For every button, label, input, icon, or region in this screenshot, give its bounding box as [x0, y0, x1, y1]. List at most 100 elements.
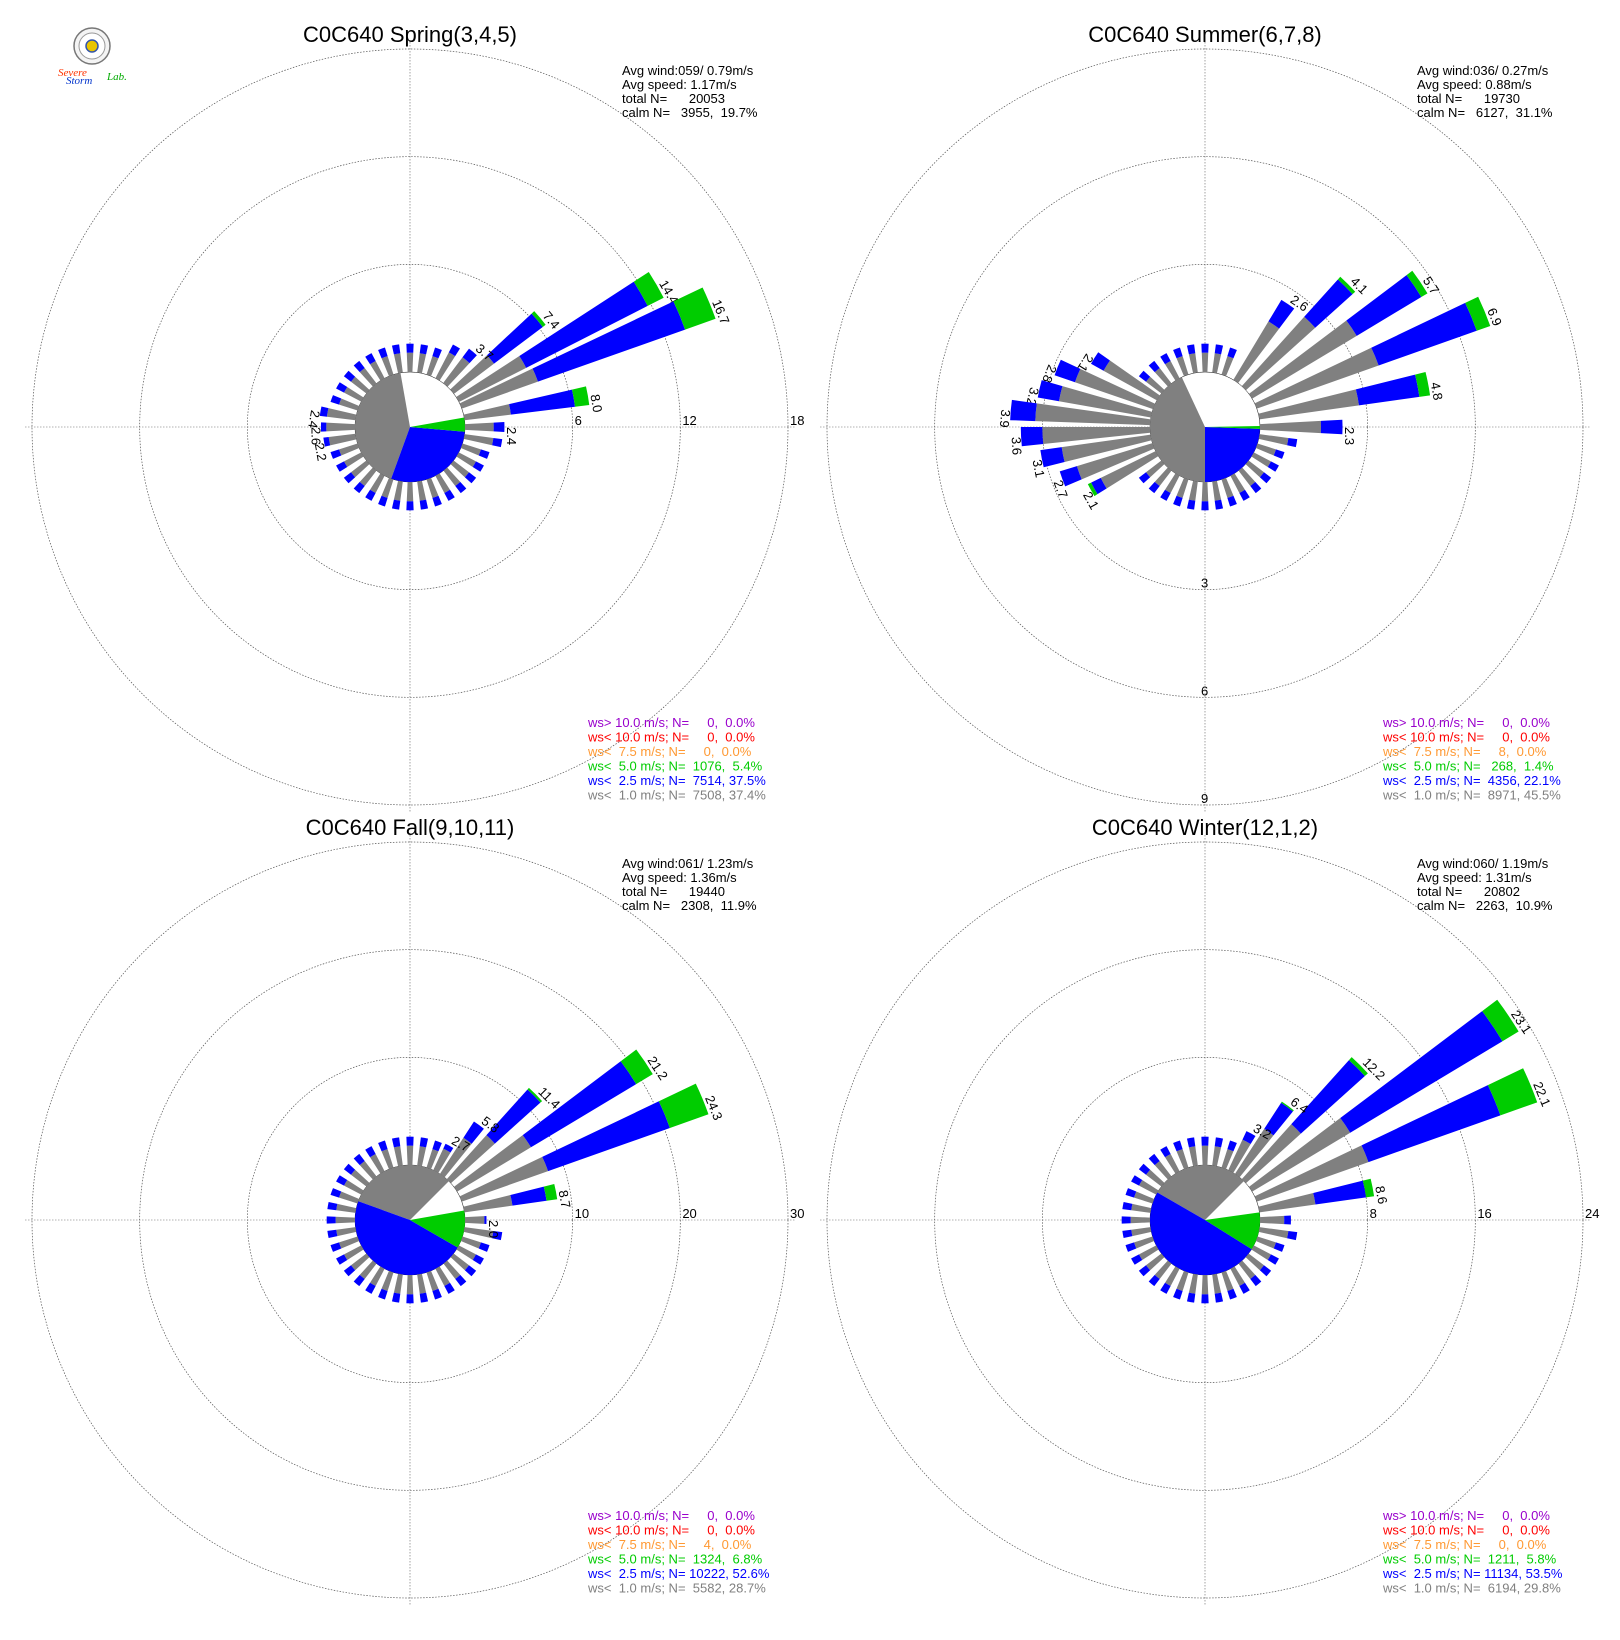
bar-grey	[1058, 386, 1153, 418]
grid-ring	[246, 1056, 574, 1384]
minor-bar-blue	[1125, 1242, 1137, 1252]
minor-bar-grey	[393, 480, 403, 501]
minor-bar-grey	[1188, 480, 1198, 501]
stats-line: calm N= 2308, 11.9%	[622, 898, 757, 913]
minor-bar-blue	[365, 353, 376, 365]
minor-bar-blue	[1273, 449, 1285, 459]
bar-grey	[459, 368, 538, 409]
legend-entry: ws< 7.5 m/s; N= 8, 0.0%	[1382, 744, 1547, 759]
minor-bar-grey	[1165, 1154, 1180, 1174]
minor-bar-grey	[1139, 1180, 1159, 1195]
minor-bar-grey	[435, 473, 450, 493]
minor-bar-grey	[381, 477, 394, 498]
minor-bar-blue	[343, 1265, 356, 1277]
legend-entry: ws< 1.0 m/s; N= 6194, 29.8%	[1382, 1581, 1561, 1596]
minor-bar-blue	[1148, 360, 1160, 373]
bar-grey	[1254, 1145, 1369, 1202]
minor-bar-blue	[327, 1201, 338, 1211]
bar-total-label: 2.0	[486, 1220, 501, 1238]
stats-line: calm N= 6127, 31.1%	[1417, 105, 1553, 120]
minor-bar-blue	[1214, 1137, 1224, 1148]
minor-bar-grey	[1251, 1245, 1271, 1260]
bar-blue	[443, 1143, 454, 1153]
bar-green	[1087, 482, 1098, 497]
minor-bar-grey	[443, 1260, 461, 1280]
minor-bar-grey	[370, 1266, 385, 1286]
minor-bar-grey	[381, 356, 394, 377]
minor-bar-grey	[350, 376, 370, 394]
bar-blue	[1242, 1131, 1256, 1145]
bar-grey	[1241, 1124, 1301, 1184]
bar-grey	[326, 408, 357, 421]
minor-bar-grey	[359, 467, 377, 487]
bar-blue	[486, 1089, 541, 1144]
minor-bar-blue	[1160, 353, 1171, 365]
minor-bar-blue	[448, 344, 460, 357]
windrose-panel-3: C0C640 Fall(9,10,11)10 20 3011.421.224.38.…	[25, 815, 804, 1605]
calm-sector	[358, 1165, 449, 1220]
minor-bar-blue	[1259, 1265, 1272, 1277]
minor-bar-grey	[1154, 467, 1172, 487]
minor-bar-blue	[1227, 495, 1237, 507]
bar-total-label: 2.4	[305, 409, 323, 429]
legend-entry: ws> 10.0 m/s; N= 0, 0.0%	[587, 715, 755, 730]
bar-grey	[1234, 1128, 1274, 1178]
minor-bar-grey	[1145, 376, 1165, 394]
minor-bar-grey	[450, 1253, 470, 1271]
bar-total-label: 2.6	[308, 427, 323, 445]
minor-bar-blue	[336, 1254, 348, 1265]
bar-grey	[328, 433, 357, 446]
minor-bar-grey	[426, 477, 439, 498]
minor-bar-grey	[1212, 480, 1222, 501]
minor-bar-blue	[1287, 437, 1298, 448]
minor-bar-blue	[1273, 1242, 1285, 1252]
minor-bar-grey	[417, 480, 427, 501]
bar-grey	[1241, 316, 1316, 391]
minor-bar-grey	[336, 1227, 357, 1237]
bar-blue	[1346, 275, 1422, 336]
minor-bar-blue	[378, 1288, 388, 1300]
minor-bar-blue	[1173, 1140, 1183, 1152]
bar-green	[1487, 1068, 1538, 1116]
legend-entry: ws< 1.0 m/s; N= 5582, 28.7%	[587, 1581, 766, 1596]
stats-line: Avg wind:060/ 1.19m/s	[1417, 856, 1549, 871]
minor-bar-blue	[464, 1265, 477, 1277]
bar-total-label: 3.6	[1009, 437, 1025, 456]
logo-word-lab: Lab.	[106, 71, 127, 83]
minor-bar-grey	[1201, 1274, 1209, 1295]
minor-bar-grey	[1130, 1216, 1151, 1224]
minor-bar-blue	[1173, 1288, 1183, 1300]
bar-blue	[519, 281, 648, 368]
minor-bar-grey	[370, 1154, 385, 1174]
minor-bar-blue	[365, 489, 376, 501]
minor-bar-blue	[419, 1137, 429, 1148]
bar-grey	[459, 1156, 549, 1202]
ring-tick-label: 12	[682, 413, 696, 428]
minor-bar-grey	[456, 452, 476, 467]
minor-bar-grey	[339, 1191, 360, 1204]
bar-total-label: 4.8	[1428, 381, 1446, 402]
minor-bar-blue	[330, 395, 342, 405]
minor-bar-grey	[406, 352, 414, 373]
calm-sector	[1205, 426, 1260, 429]
ring-tick-label: 16	[1477, 1206, 1491, 1221]
windrose-panel-1: C0C640 Spring(3,4,5)6 12 187.414.416.78.02…	[25, 22, 804, 812]
legend-entry: ws> 10.0 m/s; N= 0, 0.0%	[1382, 715, 1550, 730]
stats-line: total N= 20802	[1417, 884, 1520, 899]
minor-bar-grey	[1221, 1270, 1234, 1291]
minor-bar-blue	[353, 360, 365, 373]
minor-bar-blue	[1267, 461, 1279, 472]
minor-bar-grey	[350, 460, 370, 478]
legend-entry: ws> 10.0 m/s; N= 0, 0.0%	[587, 1508, 755, 1523]
grid-ring	[31, 841, 789, 1599]
bar-green	[1415, 372, 1431, 397]
bar-green	[1362, 1178, 1375, 1198]
bar-green	[1482, 999, 1519, 1042]
bar-blue	[1320, 419, 1343, 435]
minor-bar-grey	[450, 460, 470, 478]
ring-tick-label: 18	[790, 413, 804, 428]
ring-tick-label: 30	[790, 1206, 804, 1221]
minor-bar-grey	[344, 1245, 364, 1260]
bar-grey	[1103, 360, 1160, 401]
